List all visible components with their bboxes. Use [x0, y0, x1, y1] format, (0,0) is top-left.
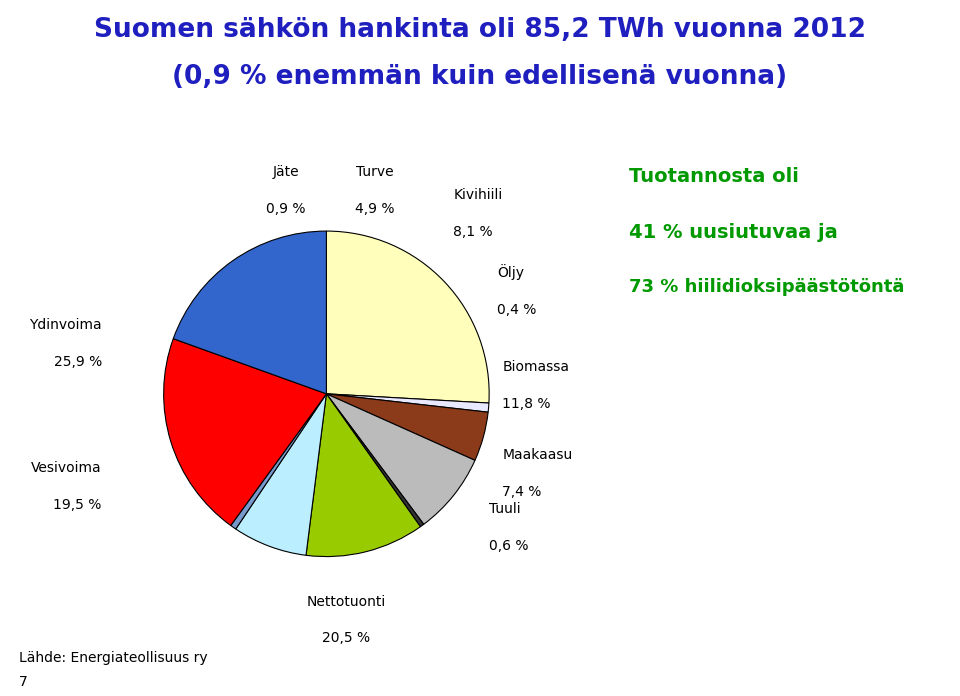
- Wedge shape: [326, 394, 488, 460]
- Text: Kivihiili: Kivihiili: [453, 188, 503, 202]
- Text: Suomen sähkön hankinta oli 85,2 TWh vuonna 2012: Suomen sähkön hankinta oli 85,2 TWh vuon…: [94, 17, 866, 43]
- Text: (0,9 % enemmän kuin edellisenä vuonna): (0,9 % enemmän kuin edellisenä vuonna): [173, 64, 787, 90]
- Wedge shape: [163, 339, 326, 525]
- Text: 0,4 %: 0,4 %: [497, 303, 537, 317]
- Text: 19,5 %: 19,5 %: [54, 498, 102, 512]
- Text: 11,8 %: 11,8 %: [502, 397, 551, 411]
- Text: Maakaasu: Maakaasu: [502, 448, 572, 462]
- Text: 4,9 %: 4,9 %: [355, 202, 395, 216]
- Text: Vesivoima: Vesivoima: [31, 461, 102, 475]
- Wedge shape: [326, 394, 489, 412]
- Text: Tuuli: Tuuli: [490, 502, 520, 516]
- Text: Biomassa: Biomassa: [502, 361, 569, 374]
- Wedge shape: [326, 394, 423, 527]
- Text: Ydinvoima: Ydinvoima: [29, 318, 102, 332]
- Text: 8,1 %: 8,1 %: [453, 225, 493, 239]
- Text: 20,5 %: 20,5 %: [322, 631, 370, 645]
- Text: Öljy: Öljy: [497, 264, 524, 280]
- Wedge shape: [173, 231, 326, 394]
- Text: 0,9 %: 0,9 %: [266, 202, 305, 216]
- Text: Turve: Turve: [356, 165, 394, 179]
- Text: Nettotuonti: Nettotuonti: [306, 594, 386, 609]
- Wedge shape: [326, 231, 490, 403]
- Text: 7,4 %: 7,4 %: [502, 485, 541, 499]
- Text: 25,9 %: 25,9 %: [54, 355, 102, 369]
- Wedge shape: [230, 394, 326, 529]
- Wedge shape: [236, 394, 326, 555]
- Text: 7: 7: [19, 675, 28, 689]
- Text: Lähde: Energiateollisuus ry: Lähde: Energiateollisuus ry: [19, 651, 207, 665]
- Text: 73 % hiilidioksipäästötöntä: 73 % hiilidioksipäästötöntä: [629, 278, 904, 296]
- Text: Tuotannosta oli: Tuotannosta oli: [629, 167, 799, 186]
- Text: 0,6 %: 0,6 %: [490, 539, 529, 553]
- Text: 41 % uusiutuvaa ja: 41 % uusiutuvaa ja: [629, 223, 837, 242]
- Text: Jäte: Jäte: [273, 165, 299, 179]
- Wedge shape: [306, 394, 420, 557]
- Wedge shape: [326, 394, 475, 524]
